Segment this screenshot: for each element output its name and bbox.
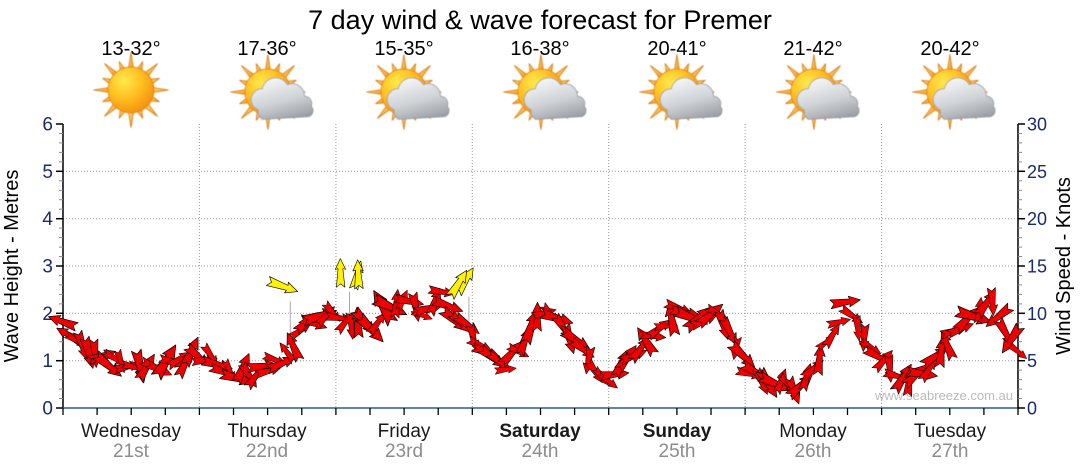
svg-text:17-36°: 17-36° (237, 38, 296, 60)
svg-text:22nd: 22nd (246, 441, 288, 462)
svg-text:30: 30 (1027, 115, 1047, 135)
svg-text:1: 1 (42, 351, 53, 372)
svg-text:0: 0 (42, 399, 53, 420)
svg-text:26th: 26th (795, 441, 832, 462)
svg-text:21-42°: 21-42° (783, 38, 842, 60)
svg-text:Wednesday: Wednesday (81, 421, 181, 442)
svg-text:Saturday: Saturday (499, 421, 581, 442)
svg-text:21st: 21st (113, 441, 150, 462)
svg-text:Sunday: Sunday (643, 421, 712, 442)
svg-text:20: 20 (1027, 209, 1047, 229)
svg-text:5: 5 (42, 162, 53, 183)
svg-text:5: 5 (1027, 351, 1037, 371)
svg-text:23rd: 23rd (385, 441, 423, 462)
svg-text:Wind Speed - Knots: Wind Speed - Knots (1053, 177, 1075, 355)
svg-text:Tuesday: Tuesday (914, 421, 987, 442)
svg-text:10: 10 (1027, 304, 1047, 324)
svg-text:6: 6 (42, 115, 53, 136)
svg-text:Friday: Friday (378, 421, 431, 442)
svg-text:www.seabreeze.com.au: www.seabreeze.com.au (874, 388, 1013, 403)
svg-text:7 day wind & wave forecast for: 7 day wind & wave forecast for Premer (308, 5, 772, 35)
svg-text:27th: 27th (932, 441, 969, 462)
svg-text:25th: 25th (659, 441, 696, 462)
svg-text:Monday: Monday (779, 421, 847, 442)
svg-text:24th: 24th (522, 441, 559, 462)
svg-text:15: 15 (1027, 257, 1047, 277)
svg-text:25: 25 (1027, 162, 1047, 182)
svg-text:16-38°: 16-38° (510, 38, 569, 60)
svg-text:2: 2 (42, 304, 53, 325)
svg-text:Thursday: Thursday (227, 421, 307, 442)
svg-text:4: 4 (42, 209, 53, 230)
svg-text:3: 3 (42, 257, 53, 278)
svg-text:Wave Height - Metres: Wave Height - Metres (1, 170, 23, 363)
svg-text:0: 0 (1027, 399, 1037, 419)
